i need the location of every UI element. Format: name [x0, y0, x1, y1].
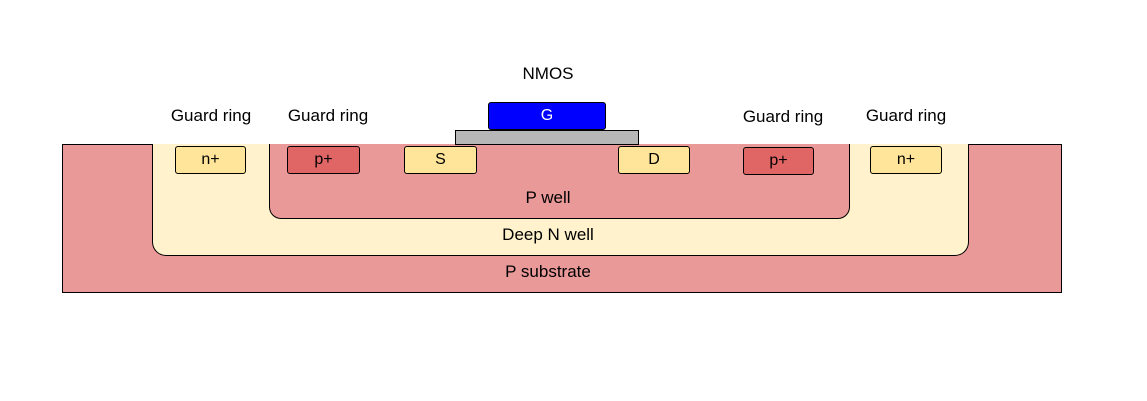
guard-ring-label-inner-right: Guard ring [742, 107, 824, 126]
p-substrate-label: P substrate [505, 262, 591, 281]
p-plus-contact-right: p+ [743, 147, 814, 175]
diagram-title: NMOS [522, 64, 574, 83]
surface-line-right [968, 144, 1062, 145]
deep-n-well-label: Deep N well [502, 225, 594, 244]
gate-oxide [455, 130, 639, 145]
n-plus-contact-left: n+ [175, 146, 246, 174]
drain-contact: D [618, 146, 690, 174]
source-contact: S [404, 146, 477, 174]
guard-ring-label-inner-left: Guard ring [287, 106, 369, 125]
n-plus-contact-right: n+ [870, 146, 942, 174]
p-plus-contact-left: p+ [287, 146, 360, 174]
guard-ring-label-outer-right: Guard ring [865, 106, 947, 125]
surface-line-left [62, 144, 153, 145]
gate-electrode: G [488, 102, 606, 130]
guard-ring-label-outer-left: Guard ring [170, 106, 252, 125]
p-well-label: P well [525, 188, 571, 207]
